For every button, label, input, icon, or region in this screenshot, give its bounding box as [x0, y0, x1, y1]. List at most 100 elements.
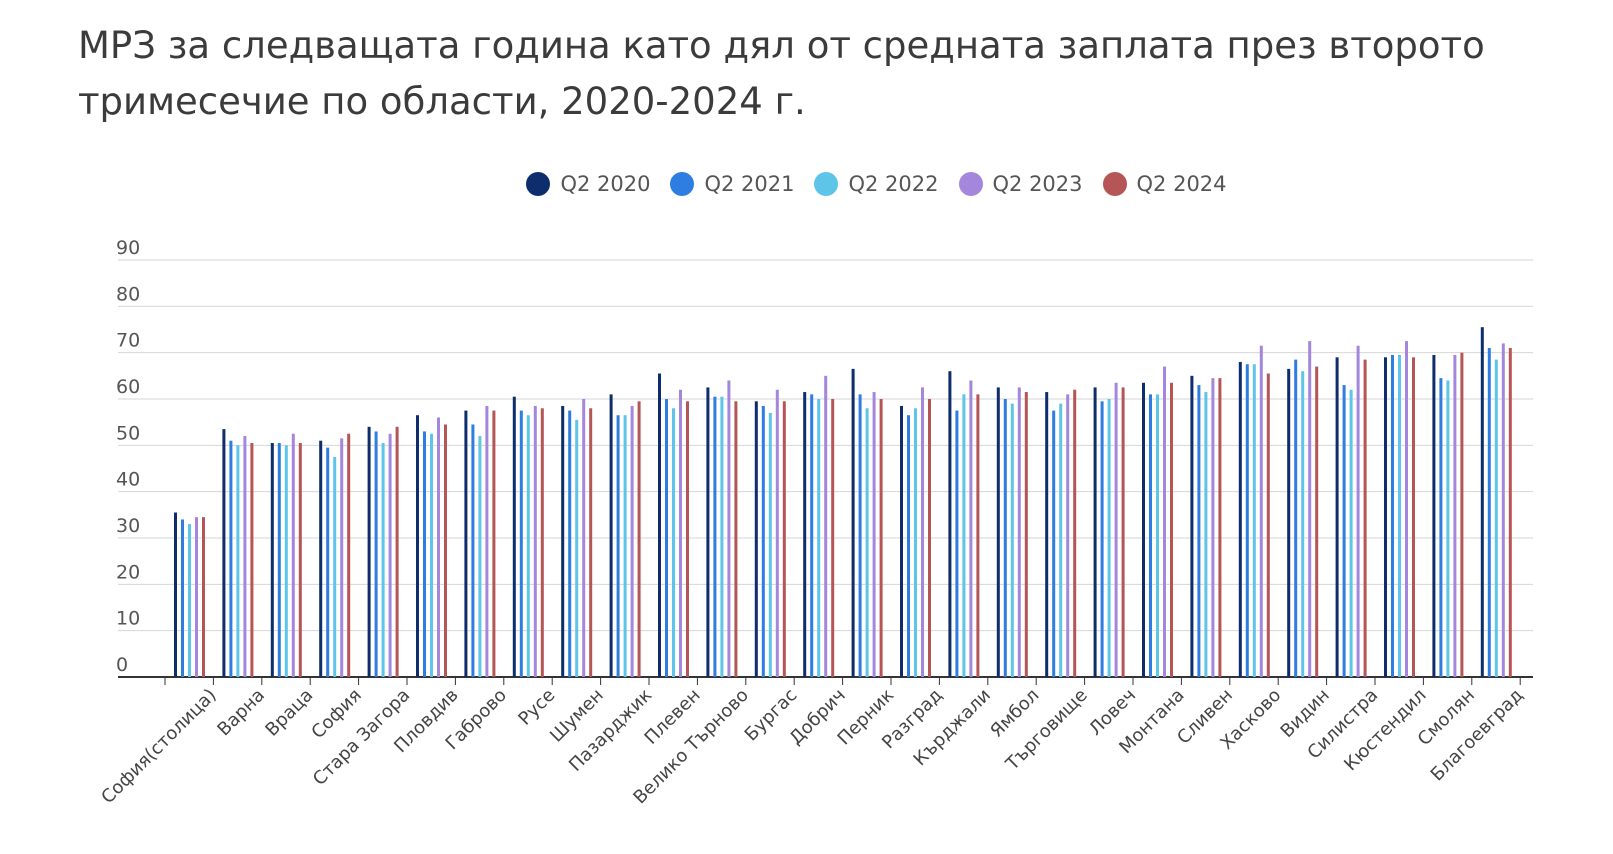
legend-item[interactable]: Q2 2020 [526, 172, 650, 196]
bar [437, 417, 440, 677]
bar [1045, 392, 1049, 677]
y-tick-label: 0 [116, 654, 128, 676]
bar [1294, 359, 1298, 677]
bar [270, 443, 274, 677]
legend-label: Q2 2021 [704, 172, 795, 196]
bar [734, 401, 738, 677]
bar [810, 394, 814, 677]
bar [1163, 366, 1166, 677]
bar [1432, 354, 1436, 677]
bar [962, 394, 966, 677]
bar [284, 445, 288, 677]
bar [713, 396, 717, 677]
bar [1017, 387, 1021, 677]
bar [174, 512, 177, 677]
bar [319, 440, 323, 677]
bar [1003, 399, 1007, 677]
legend-swatch [814, 172, 839, 196]
bar [658, 373, 661, 677]
bar [1308, 341, 1312, 677]
bar [181, 519, 184, 677]
legend-swatch [1102, 172, 1127, 196]
bar [464, 410, 468, 677]
bar [1093, 387, 1097, 677]
legend-item[interactable]: Q2 2023 [958, 172, 1083, 196]
bar [1114, 382, 1118, 677]
bar [1349, 389, 1353, 677]
bar [858, 394, 862, 677]
bar [526, 415, 530, 677]
y-tick-label: 60 [116, 376, 140, 398]
bar [1211, 378, 1215, 677]
bar [1052, 410, 1056, 677]
bar [395, 426, 399, 677]
bar [976, 394, 980, 677]
bar [637, 401, 641, 677]
bar [1190, 375, 1194, 677]
bar [1197, 385, 1201, 677]
bar [1446, 380, 1450, 677]
bar [1391, 354, 1394, 677]
bar [851, 368, 855, 677]
bar [1301, 371, 1305, 677]
legend-item[interactable]: Q2 2022 [814, 172, 939, 196]
y-tick-label: 80 [116, 283, 140, 305]
bar [202, 517, 205, 677]
bar [727, 380, 731, 677]
chart-title: МРЗ за следващата година като дял от сре… [78, 24, 1485, 123]
bar [1024, 392, 1028, 677]
bar [782, 401, 786, 677]
legend-item[interactable]: Q2 2021 [670, 172, 794, 196]
bar [1501, 343, 1505, 677]
bar [416, 415, 419, 677]
bar [1149, 394, 1152, 677]
bar [1356, 345, 1360, 677]
bar [768, 412, 772, 677]
legend-swatch [670, 172, 695, 196]
legend-swatch [958, 172, 983, 196]
bar [533, 405, 537, 677]
bar [492, 410, 496, 677]
legend-item[interactable]: Q2 2024 [1102, 172, 1227, 196]
bar [609, 394, 613, 677]
y-tick-label: 30 [116, 515, 140, 537]
bar [478, 436, 482, 677]
y-tick-label: 20 [116, 561, 140, 583]
bar [277, 443, 281, 677]
bar [471, 424, 475, 677]
bar [540, 408, 544, 677]
bar [519, 410, 523, 677]
bar [582, 399, 586, 677]
bar [388, 433, 392, 677]
bar [1342, 385, 1346, 677]
y-tick-label: 40 [116, 469, 140, 491]
bar [817, 399, 821, 677]
bar [720, 396, 724, 677]
bar [250, 443, 254, 677]
bar [1010, 403, 1014, 677]
bar [928, 399, 931, 677]
bar [969, 380, 973, 677]
y-tick-label: 90 [116, 237, 140, 259]
bar [1218, 378, 1222, 677]
bar [803, 392, 807, 677]
bar [195, 517, 198, 677]
bar [824, 375, 828, 677]
bar [914, 408, 917, 677]
bar [444, 424, 447, 677]
bar [900, 405, 903, 677]
x-tick-label: Русе [514, 685, 559, 730]
bar [381, 443, 385, 677]
bar [630, 405, 634, 677]
bar [1460, 352, 1464, 677]
bar [430, 433, 433, 677]
x-tick-label: Варна [213, 685, 269, 741]
bar [1142, 382, 1145, 677]
y-tick-label: 70 [116, 330, 140, 352]
y-tick-label: 50 [116, 422, 140, 444]
bar [1439, 378, 1443, 677]
bar [188, 524, 191, 677]
bar [340, 438, 344, 677]
bar [1405, 341, 1408, 677]
